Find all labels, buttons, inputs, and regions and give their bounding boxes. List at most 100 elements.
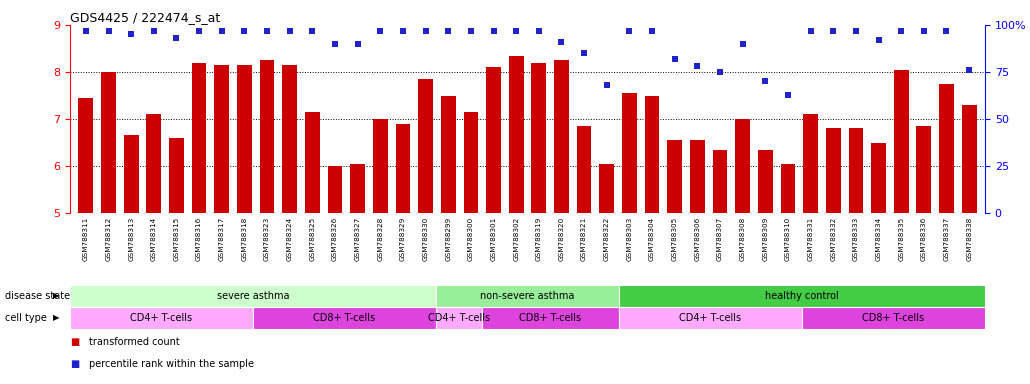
Point xyxy=(462,28,479,34)
Bar xyxy=(237,65,251,384)
Point xyxy=(621,28,638,34)
Bar xyxy=(305,112,319,384)
Text: GSM788330: GSM788330 xyxy=(422,217,428,261)
Bar xyxy=(554,60,569,384)
Text: GSM788318: GSM788318 xyxy=(241,217,247,261)
Bar xyxy=(758,149,772,384)
Text: CD4+ T-cells: CD4+ T-cells xyxy=(427,313,490,323)
Point xyxy=(712,69,728,75)
Text: healthy control: healthy control xyxy=(765,291,838,301)
Text: GSM788299: GSM788299 xyxy=(445,217,451,261)
Point xyxy=(100,28,116,34)
Text: GSM788300: GSM788300 xyxy=(468,217,474,261)
Point xyxy=(485,28,502,34)
Bar xyxy=(260,60,274,384)
Bar xyxy=(441,96,455,384)
Bar xyxy=(169,138,183,384)
Point xyxy=(168,35,184,41)
Point xyxy=(802,28,819,34)
Bar xyxy=(464,112,478,384)
Text: GSM788333: GSM788333 xyxy=(853,217,859,261)
Point xyxy=(440,28,456,34)
Bar xyxy=(373,119,387,384)
Point xyxy=(349,41,366,47)
Bar xyxy=(849,128,863,384)
Bar xyxy=(622,93,637,384)
Text: GSM788336: GSM788336 xyxy=(921,217,927,261)
Text: CD8+ T-cells: CD8+ T-cells xyxy=(862,313,925,323)
Text: CD8+ T-cells: CD8+ T-cells xyxy=(519,313,582,323)
Point xyxy=(77,28,94,34)
Bar xyxy=(531,63,546,384)
Text: GSM788311: GSM788311 xyxy=(82,217,89,261)
Text: GSM788335: GSM788335 xyxy=(898,217,904,261)
Text: GSM788308: GSM788308 xyxy=(740,217,746,261)
Bar xyxy=(101,72,115,384)
Point xyxy=(848,28,864,34)
Bar xyxy=(214,65,229,384)
Point xyxy=(598,82,615,88)
Text: GSM788321: GSM788321 xyxy=(581,217,587,261)
Text: GSM788324: GSM788324 xyxy=(286,217,293,261)
Point xyxy=(734,41,751,47)
Text: GSM788302: GSM788302 xyxy=(513,217,519,261)
Text: ▶: ▶ xyxy=(54,291,60,301)
Text: GSM788301: GSM788301 xyxy=(490,217,496,261)
Bar xyxy=(124,136,138,384)
Text: GSM788320: GSM788320 xyxy=(558,217,564,261)
Text: CD4+ T-cells: CD4+ T-cells xyxy=(680,313,742,323)
Text: CD4+ T-cells: CD4+ T-cells xyxy=(131,313,193,323)
Bar xyxy=(396,124,410,384)
Text: GSM788314: GSM788314 xyxy=(150,217,157,261)
Bar xyxy=(192,63,206,384)
Bar xyxy=(735,119,750,384)
Bar xyxy=(619,285,985,307)
Text: GSM788325: GSM788325 xyxy=(309,217,315,261)
Bar xyxy=(826,128,840,384)
Text: cell type: cell type xyxy=(5,313,47,323)
Text: GSM788306: GSM788306 xyxy=(694,217,700,261)
Text: disease state: disease state xyxy=(5,291,70,301)
Point xyxy=(576,50,592,56)
Bar xyxy=(917,126,931,384)
Text: GSM788326: GSM788326 xyxy=(332,217,338,261)
Bar xyxy=(802,307,985,329)
Text: ■: ■ xyxy=(70,359,79,369)
Bar xyxy=(619,307,802,329)
Point xyxy=(417,28,434,34)
Text: GSM788329: GSM788329 xyxy=(400,217,406,261)
Point xyxy=(666,56,683,62)
Text: GSM788327: GSM788327 xyxy=(354,217,360,261)
Point xyxy=(553,39,570,45)
Point xyxy=(916,28,932,34)
Bar xyxy=(253,307,436,329)
Point xyxy=(372,28,388,34)
Point xyxy=(191,28,207,34)
Text: GSM788334: GSM788334 xyxy=(876,217,882,261)
Text: GSM788303: GSM788303 xyxy=(626,217,632,261)
Point xyxy=(825,28,842,34)
Point xyxy=(123,31,139,38)
Text: severe asthma: severe asthma xyxy=(216,291,289,301)
Bar xyxy=(871,142,886,384)
Point xyxy=(213,28,230,34)
Text: GSM788322: GSM788322 xyxy=(604,217,610,261)
Point xyxy=(870,37,887,43)
Point xyxy=(508,28,524,34)
Bar xyxy=(70,285,436,307)
Bar xyxy=(328,166,342,384)
Text: ■: ■ xyxy=(70,337,79,347)
Point xyxy=(304,28,320,34)
Point xyxy=(938,28,955,34)
Bar xyxy=(803,114,818,384)
Point xyxy=(689,63,706,70)
Bar xyxy=(645,96,659,384)
Point xyxy=(259,28,275,34)
Point xyxy=(644,28,660,34)
Point xyxy=(530,28,547,34)
Text: GSM788312: GSM788312 xyxy=(105,217,111,261)
Text: GSM788317: GSM788317 xyxy=(218,217,225,261)
Text: GDS4425 / 222474_s_at: GDS4425 / 222474_s_at xyxy=(70,11,220,24)
Bar xyxy=(436,307,482,329)
Point xyxy=(961,67,977,73)
